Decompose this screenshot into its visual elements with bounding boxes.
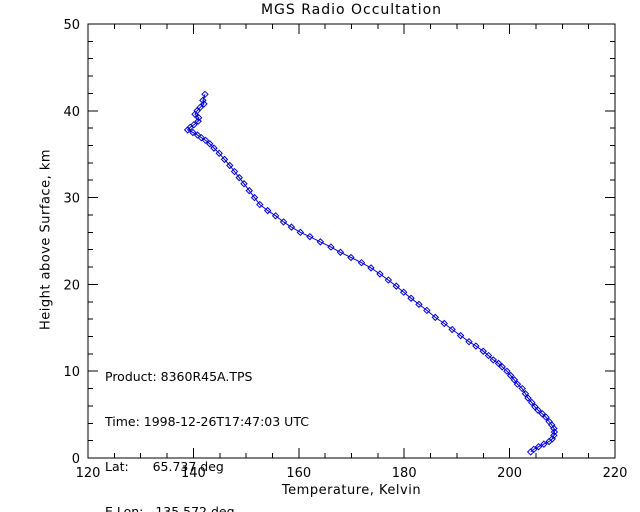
data-point-diamond xyxy=(513,380,522,388)
data-point-diamond xyxy=(316,238,325,246)
x-axis-label: Temperature, Kelvin xyxy=(281,483,422,498)
data-point-diamond xyxy=(271,212,280,220)
data-point-diamond xyxy=(240,180,248,188)
chart-title: MGS Radio Occultation xyxy=(260,2,443,18)
data-point-diamond xyxy=(538,410,546,418)
data-point-diamond xyxy=(210,144,218,152)
data-point-diamond xyxy=(542,413,550,421)
data-point-diamond xyxy=(530,445,538,454)
annotation-time: Time: 1998-12-26T17:47:03 UTC xyxy=(105,414,309,429)
data-point-diamond xyxy=(201,136,210,145)
data-point-diamond xyxy=(431,313,440,322)
data-point-diamond xyxy=(399,288,408,296)
data-point-diamond xyxy=(194,114,203,122)
x-tick-label: 200 xyxy=(497,466,522,481)
data-point-diamond xyxy=(327,243,335,251)
data-point-diamond xyxy=(423,306,431,315)
data-point-diamond xyxy=(306,232,314,241)
x-tick-label: 120 xyxy=(76,466,101,481)
data-point-diamond xyxy=(448,325,456,334)
data-point-diamond xyxy=(392,282,401,290)
data-point-diamond xyxy=(201,90,209,99)
data-point-diamond xyxy=(376,270,384,278)
data-point-diamond xyxy=(518,384,526,393)
y-tick-label: 0 xyxy=(72,452,80,467)
data-point-diamond xyxy=(250,193,259,202)
data-point-diamond xyxy=(256,200,264,209)
data-point-diamond xyxy=(498,363,506,371)
data-point-diamond xyxy=(456,331,465,340)
y-axis-label: Height above Surface, km xyxy=(38,148,54,331)
data-point-diamond xyxy=(489,356,497,364)
data-point-diamond xyxy=(550,428,559,436)
data-point-diamond xyxy=(245,186,253,195)
data-point-diamond xyxy=(550,431,558,440)
temperature-profile-series xyxy=(186,94,555,453)
data-point-diamond xyxy=(440,319,448,328)
data-point-diamond xyxy=(415,300,423,309)
annotation-lat: Lat: 65.737 deg xyxy=(105,459,224,474)
data-point-diamond xyxy=(347,253,355,262)
data-point-diamond xyxy=(531,403,539,411)
data-point-diamond xyxy=(540,440,548,448)
metadata-annotation: Product: 8360R45A.TPS Time: 1998-12-26T1… xyxy=(105,339,309,512)
data-point-diamond xyxy=(484,351,493,360)
data-point-diamond xyxy=(190,120,198,129)
data-point-diamond xyxy=(534,443,543,451)
data-point-diamond xyxy=(472,342,480,350)
data-point-diamond xyxy=(367,264,375,272)
data-point-diamond xyxy=(506,371,515,380)
annotation-product: Product: 8360R45A.TPS xyxy=(105,369,253,384)
data-point-diamond xyxy=(357,258,366,267)
y-tick-label: 50 xyxy=(63,18,80,33)
data-point-diamond xyxy=(336,248,345,256)
data-point-diamond xyxy=(296,228,305,237)
data-point-diamond xyxy=(183,126,192,134)
data-point-diamond xyxy=(220,155,229,164)
data-point-diamond xyxy=(226,161,234,170)
y-tick-label: 30 xyxy=(63,192,80,207)
data-point-diamond xyxy=(206,140,214,148)
x-tick-label: 220 xyxy=(603,466,628,481)
profile-markers xyxy=(183,90,559,456)
data-point-diamond xyxy=(196,103,204,112)
data-point-diamond xyxy=(545,417,553,426)
data-point-diamond xyxy=(407,294,415,302)
data-point-diamond xyxy=(479,347,487,355)
data-point-diamond xyxy=(465,337,473,346)
x-tick-label: 160 xyxy=(286,466,311,481)
profile-line xyxy=(186,94,555,453)
y-tick-label: 10 xyxy=(63,365,80,380)
data-point-diamond xyxy=(287,223,296,231)
data-point-diamond xyxy=(384,276,393,284)
data-point-diamond xyxy=(510,376,519,384)
y-tick-label: 20 xyxy=(63,278,80,293)
data-point-diamond xyxy=(279,218,288,226)
x-tick-label: 180 xyxy=(392,466,417,481)
data-point-diamond xyxy=(230,167,239,176)
tick-labels: 120 140 160 180 200 220 0 10 20 30 40 50 xyxy=(63,18,627,481)
annotation-elon: E Lon: 135.572 deg xyxy=(105,504,235,512)
data-point-diamond xyxy=(263,206,272,215)
data-point-diamond xyxy=(494,359,503,368)
x-tick-label: 140 xyxy=(181,466,206,481)
data-point-diamond xyxy=(194,117,202,125)
data-point-diamond xyxy=(503,367,511,375)
y-tick-label: 40 xyxy=(63,105,80,120)
data-point-diamond xyxy=(524,394,532,402)
data-point-diamond xyxy=(189,128,197,137)
data-point-diamond xyxy=(521,390,530,398)
data-point-diamond xyxy=(528,398,536,407)
data-point-diamond xyxy=(215,149,223,158)
data-point-diamond xyxy=(235,173,243,182)
axis-ticks xyxy=(87,23,616,459)
data-point-diamond xyxy=(193,131,202,139)
data-point-diamond xyxy=(199,96,207,105)
